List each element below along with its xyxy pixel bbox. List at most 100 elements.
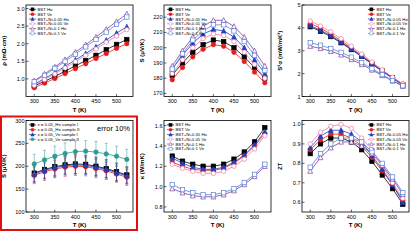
x-tick-label: 350 [50,98,59,104]
y-tick [302,27,305,28]
x-tick [34,210,35,213]
legend-marker [31,17,34,20]
legend-marker [31,123,34,126]
data-point [211,167,216,172]
y-tick [26,166,29,167]
data-point [201,171,205,175]
data-point [125,173,129,177]
y-tick-label: 210 [153,29,162,35]
data-point [94,47,98,51]
x-tick-label: 300 [306,214,315,220]
data-point [370,67,375,72]
x-tick [233,94,234,97]
series-line [172,34,265,78]
x-tick [172,210,173,213]
series-line [172,164,265,195]
data-point [104,51,108,55]
legend: BST HoBST VeBST+Ni-0.05 HoBST+Ni-0.05 Ve… [167,7,208,36]
data-point [329,46,333,50]
data-point [308,165,312,169]
y-tick [26,26,29,27]
data-point [232,29,236,33]
data-point [263,76,267,80]
y-tick [164,62,167,63]
y-tick [302,182,305,183]
series-line [310,46,403,86]
x-tick [213,210,214,213]
series-line [172,25,265,71]
series-line [34,30,127,86]
data-point [232,46,236,50]
y-tick [302,50,305,51]
data-point [63,66,67,70]
legend-label: BST+Ni-0.1 Ve [376,31,405,36]
legend: BST HoBST VeBST+Ni-0.05 HoBST+Ni-0.05 Ve… [167,122,208,151]
data-point [83,53,87,57]
series-line [172,166,265,197]
legend-marker [169,123,172,126]
data-point [211,18,216,23]
data-point [180,161,185,166]
data-point [53,72,57,76]
y-tick-label: 1.2 [155,163,163,169]
legend-marker [370,17,373,20]
data-point [349,44,353,48]
data-point [339,136,343,140]
x-tick [392,210,393,213]
series-line [172,132,265,170]
data-point [125,37,129,41]
data-point [242,59,246,63]
error-bar [84,141,87,162]
x-tick [54,94,55,97]
series-line [34,151,127,164]
x-tick [75,94,76,97]
x-tick [75,210,76,213]
data-point [94,56,98,60]
data-point [125,157,129,161]
x-tick-label: 350 [326,98,335,104]
x-tick-label: 500 [388,214,397,220]
x-axis-label: T (K) [211,107,225,113]
x-tick [330,94,331,97]
data-point [32,162,36,166]
data-point [73,66,77,70]
x-tick-label: 500 [112,98,121,104]
legend-marker [31,8,34,11]
legend-marker [31,32,34,35]
x-tick-label: 300 [306,98,315,104]
y-tick-label: 0.6 [293,199,301,205]
data-point [252,48,257,53]
x-tick-label: 450 [229,98,238,104]
error-bar [125,168,128,184]
legend-marker [169,133,172,136]
legend-marker [370,8,373,11]
data-point [73,59,77,63]
data-point [94,150,98,154]
data-point [211,42,215,46]
data-point [125,42,129,46]
error-bar [115,146,118,166]
y-tick-label: 4 [297,25,300,31]
data-point [329,142,333,146]
x-tick-label: 450 [367,98,376,104]
data-point [191,46,195,50]
data-area [32,11,129,90]
data-point [242,157,246,161]
y-axis-label: S²σ (mW/mK²) [277,31,283,71]
data-point [211,32,215,36]
y-tick-label: 190 [153,60,162,66]
x-tick-label: 500 [250,98,259,104]
data-point [180,187,184,191]
y-tick-label: 200 [153,45,162,51]
legend-marker [169,27,172,30]
error-bar [43,150,46,169]
y-tick-label: 1.0 [293,121,301,127]
data-point [221,23,225,27]
y-tick-label: 1.0 [155,184,163,190]
legend-marker [370,133,373,136]
x-tick [213,94,214,97]
y-tick-label: 180 [153,75,162,81]
data-point [232,39,236,43]
series-line [172,20,265,66]
data-point [104,30,108,34]
